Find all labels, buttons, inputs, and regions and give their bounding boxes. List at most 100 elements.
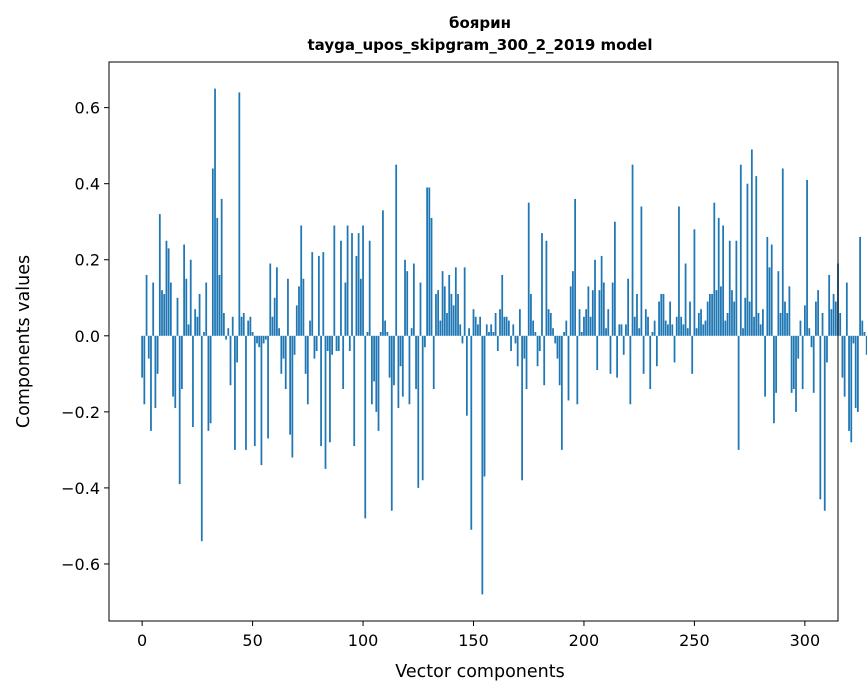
bar: [242, 312, 245, 336]
bar: [192, 335, 194, 428]
bar: [560, 335, 563, 450]
bar: [258, 335, 261, 348]
bar: [859, 236, 861, 336]
bar: [627, 278, 630, 336]
bar: [722, 225, 725, 336]
bar: [583, 316, 585, 336]
bar: [762, 309, 764, 336]
bar: [600, 255, 603, 336]
bar: [187, 324, 190, 336]
x-axis-ticks: 0 50 100 150 200 250 300: [137, 621, 820, 650]
bar: [678, 206, 680, 336]
bar: [401, 335, 404, 397]
bar: [792, 335, 795, 390]
bar: [801, 335, 804, 390]
bar: [671, 324, 674, 336]
bar: [459, 324, 462, 336]
bar: [817, 290, 819, 336]
bar: [382, 210, 384, 336]
bar: [326, 335, 329, 352]
bar: [660, 293, 663, 336]
bar: [368, 240, 371, 336]
bar: [311, 252, 314, 336]
bar: [443, 286, 446, 336]
bar: [320, 335, 322, 447]
bar: [591, 290, 594, 336]
bar: [739, 164, 742, 336]
bar: [143, 335, 146, 405]
bar: [731, 290, 733, 336]
x-tick-label: 200: [569, 631, 600, 650]
bar: [565, 320, 568, 336]
bar: [708, 293, 711, 336]
bar: [536, 335, 539, 367]
bar: [351, 233, 353, 336]
bar: [309, 320, 311, 336]
bar: [412, 263, 415, 336]
y-tick-label: 0.0: [75, 327, 100, 346]
bar: [773, 335, 775, 424]
bar: [733, 301, 736, 336]
bar: [826, 335, 828, 363]
bar: [839, 312, 842, 336]
bar: [313, 335, 316, 359]
bar: [481, 335, 484, 595]
bar: [795, 335, 797, 412]
bar: [395, 164, 398, 336]
bar: [742, 328, 744, 336]
bar: [691, 335, 694, 374]
bar: [724, 320, 727, 336]
bar: [841, 335, 844, 378]
bar: [300, 225, 303, 336]
bar: [428, 187, 431, 336]
bar: [821, 312, 824, 336]
bar: [426, 187, 428, 336]
y-tick-label: −0.6: [61, 555, 100, 574]
y-tick-label: 0.6: [75, 99, 100, 118]
bar: [534, 331, 537, 336]
bar: [441, 271, 444, 336]
bar: [757, 312, 760, 336]
bar: [806, 179, 808, 336]
bar: [483, 335, 486, 477]
bar: [658, 301, 660, 336]
bar: [448, 274, 451, 336]
bar: [154, 335, 157, 409]
bar: [611, 282, 614, 336]
bar: [209, 335, 212, 424]
bar: [717, 217, 720, 336]
bar: [479, 316, 482, 336]
bar: [655, 335, 658, 367]
bar: [346, 225, 349, 336]
bar: [463, 267, 466, 336]
bar: [410, 328, 413, 336]
bar: [375, 335, 378, 412]
bar: [267, 335, 269, 439]
bar: [680, 316, 683, 336]
bar: [234, 335, 236, 450]
x-tick-label: 300: [790, 631, 821, 650]
bar: [848, 335, 850, 431]
bar: [490, 324, 493, 336]
bar: [488, 331, 490, 336]
bar: [735, 240, 738, 336]
bar: [200, 335, 203, 542]
bar: [644, 309, 647, 336]
bar: [324, 335, 327, 469]
bar: [236, 335, 239, 363]
bar: [547, 309, 550, 336]
bar: [485, 324, 488, 336]
bar: [636, 293, 638, 336]
bar: [169, 282, 172, 336]
bar: [437, 290, 440, 336]
bar: [289, 335, 292, 435]
bar: [702, 324, 705, 336]
bar: [781, 168, 784, 336]
bar: [852, 335, 855, 344]
bar: [390, 335, 393, 511]
bar: [596, 335, 599, 371]
bar: [150, 335, 152, 431]
bar: [406, 271, 409, 336]
bar: [280, 335, 283, 374]
bar: [744, 297, 747, 336]
